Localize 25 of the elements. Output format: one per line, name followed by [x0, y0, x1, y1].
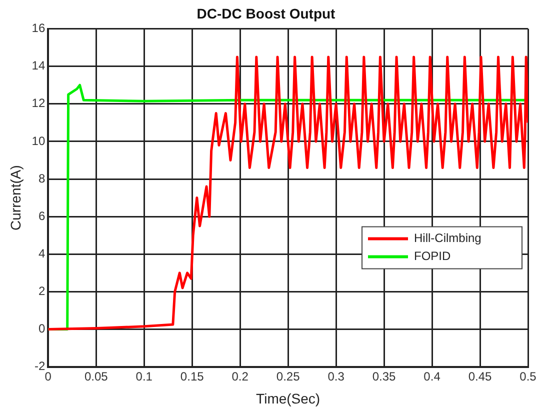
y-tick-label: 14: [32, 58, 46, 73]
y-axis-title: Current(A): [7, 165, 24, 230]
y-tick-label: 16: [32, 21, 46, 36]
x-tick-label: 0.1: [136, 369, 153, 384]
x-tick-label: 0.4: [424, 369, 441, 384]
y-tick-label: 12: [32, 96, 46, 110]
x-tick-label: 0.15: [180, 369, 204, 384]
x-tick-label: 0.35: [372, 369, 396, 384]
legend-label: FOPID: [414, 249, 451, 264]
x-tick-label: 0.5: [520, 369, 537, 384]
y-tick-label: 10: [32, 134, 46, 148]
legend-label: Hill-Cilmbing: [414, 231, 482, 246]
y-tick-label: 2: [38, 284, 46, 298]
x-tick-label: 0.25: [276, 369, 300, 384]
y-tick-label: 8: [38, 171, 46, 186]
x-tick-label: 0.45: [468, 369, 492, 384]
x-tick-label: 0.2: [232, 369, 249, 384]
chart-title: DC-DC Boost Output: [196, 5, 336, 22]
y-tick-label: 0: [38, 322, 46, 336]
x-axis-title: Time(Sec): [256, 390, 320, 406]
y-tick-label: 6: [38, 208, 46, 223]
y-tick-label: 4: [38, 246, 46, 260]
x-tick-label: 0.3: [328, 369, 345, 384]
y-tick-label: -2: [34, 359, 46, 374]
x-tick-label: 0.05: [84, 369, 108, 384]
